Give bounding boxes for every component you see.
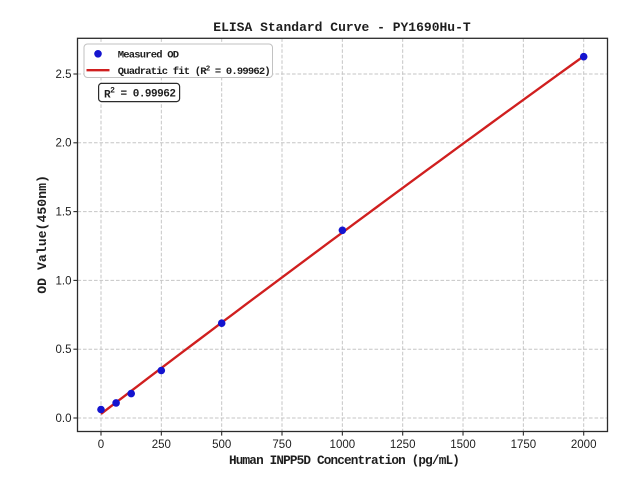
svg-text:1250: 1250 bbox=[390, 439, 416, 451]
svg-text:1750: 1750 bbox=[511, 439, 537, 451]
svg-text:2.0: 2.0 bbox=[56, 138, 72, 150]
svg-text:Human INPP5D Concentration (pg: Human INPP5D Concentration (pg/mL) bbox=[229, 453, 459, 468]
svg-text:ELISA Standard Curve - PY1690H: ELISA Standard Curve - PY1690Hu-T bbox=[213, 20, 471, 35]
svg-text:0.5: 0.5 bbox=[56, 344, 72, 356]
svg-text:1.0: 1.0 bbox=[56, 275, 72, 287]
svg-text:Quadratic fit (R2 = 0.99962): Quadratic fit (R2 = 0.99962) bbox=[118, 65, 270, 78]
svg-text:2000: 2000 bbox=[571, 439, 597, 451]
svg-text:Measured OD: Measured OD bbox=[118, 50, 179, 62]
svg-text:1500: 1500 bbox=[450, 439, 476, 451]
svg-text:2.5: 2.5 bbox=[56, 69, 72, 81]
svg-text:1.5: 1.5 bbox=[56, 207, 72, 219]
svg-text:OD Value(450nm): OD Value(450nm) bbox=[35, 175, 50, 294]
svg-text:250: 250 bbox=[152, 439, 171, 451]
svg-text:1000: 1000 bbox=[330, 439, 356, 451]
svg-text:0.0: 0.0 bbox=[56, 413, 72, 425]
svg-text:0: 0 bbox=[98, 439, 104, 451]
svg-text:R2 = 0.99962: R2 = 0.99962 bbox=[104, 87, 175, 102]
svg-text:500: 500 bbox=[212, 439, 231, 451]
svg-text:750: 750 bbox=[272, 439, 291, 451]
